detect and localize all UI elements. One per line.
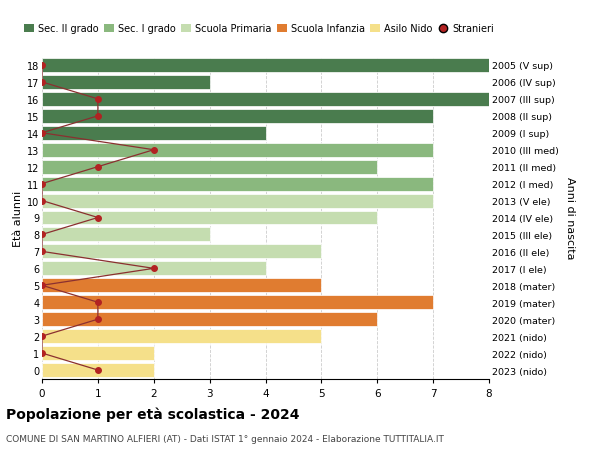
Point: [37, 79, 47, 86]
Point: [37, 282, 47, 289]
Point: [149, 147, 158, 154]
Point: [37, 62, 47, 69]
Bar: [42, 76, 209, 90]
Y-axis label: Anni di nascita: Anni di nascita: [565, 177, 575, 259]
Point: [93, 316, 103, 323]
Bar: [42, 160, 377, 174]
Bar: [42, 347, 154, 360]
Point: [93, 113, 103, 120]
Bar: [42, 228, 209, 242]
Point: [93, 163, 103, 171]
Point: [37, 130, 47, 137]
Bar: [42, 262, 265, 276]
Point: [93, 299, 103, 306]
Point: [93, 367, 103, 374]
Text: COMUNE DI SAN MARTINO ALFIERI (AT) - Dati ISTAT 1° gennaio 2024 - Elaborazione T: COMUNE DI SAN MARTINO ALFIERI (AT) - Dat…: [6, 434, 444, 443]
Y-axis label: Età alunni: Età alunni: [13, 190, 23, 246]
Bar: [42, 363, 154, 377]
Bar: [42, 93, 489, 106]
Point: [93, 96, 103, 103]
Point: [37, 197, 47, 205]
Bar: [42, 279, 322, 292]
Bar: [42, 296, 433, 309]
Legend: Sec. II grado, Sec. I grado, Scuola Primaria, Scuola Infanzia, Asilo Nido, Stran: Sec. II grado, Sec. I grado, Scuola Prim…: [20, 21, 497, 38]
Point: [37, 231, 47, 239]
Point: [37, 248, 47, 256]
Bar: [42, 177, 433, 191]
Point: [37, 350, 47, 357]
Bar: [42, 330, 322, 343]
Bar: [42, 144, 433, 157]
Point: [93, 214, 103, 222]
Point: [37, 180, 47, 188]
Text: Popolazione per età scolastica - 2024: Popolazione per età scolastica - 2024: [6, 406, 299, 421]
Bar: [42, 313, 377, 326]
Bar: [42, 211, 377, 225]
Bar: [42, 245, 322, 259]
Bar: [42, 194, 433, 208]
Bar: [42, 110, 433, 123]
Point: [37, 333, 47, 340]
Bar: [42, 59, 489, 73]
Point: [149, 265, 158, 273]
Bar: [42, 127, 265, 140]
